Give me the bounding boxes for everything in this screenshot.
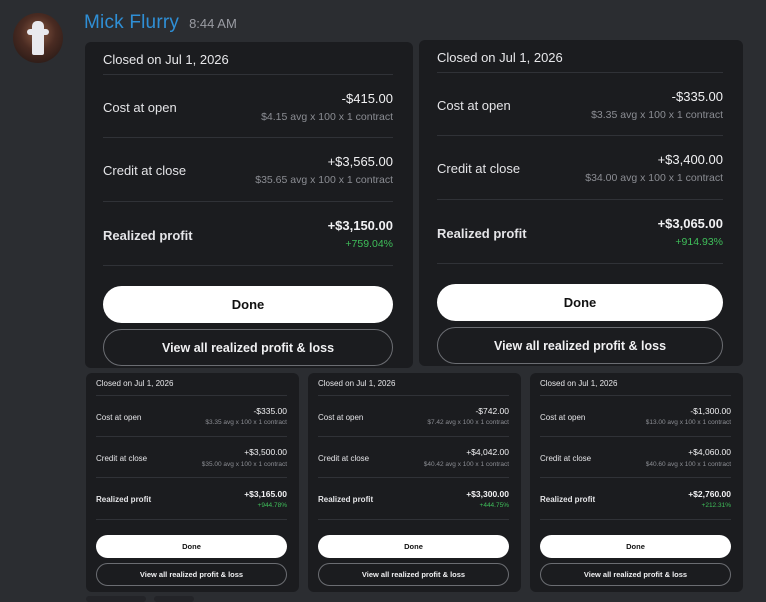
closed-date: Closed on Jul 1, 2026 bbox=[437, 50, 563, 65]
divider bbox=[96, 519, 287, 520]
profit-label: Realized profit bbox=[318, 495, 374, 504]
divider bbox=[103, 137, 393, 138]
cost-detail: $7.42 avg x 100 x 1 contract bbox=[427, 419, 509, 426]
credit-label: Credit at close bbox=[96, 454, 148, 463]
avatar-figure bbox=[32, 21, 44, 55]
pnl-card-1: Closed on Jul 1, 2026 Cost at open -$415… bbox=[85, 42, 413, 368]
divider bbox=[540, 477, 731, 478]
credit-detail: $34.00 avg x 100 x 1 contract bbox=[585, 172, 723, 184]
credit-label: Credit at close bbox=[103, 163, 187, 178]
profit-amount: +$3,165.00 bbox=[244, 489, 287, 499]
cost-label: Cost at open bbox=[540, 413, 586, 422]
credit-detail: $35.65 avg x 100 x 1 contract bbox=[255, 174, 393, 186]
credit-amount: +$4,042.00 bbox=[466, 447, 509, 457]
profit-amount: +$3,065.00 bbox=[657, 216, 723, 231]
closed-date: Closed on Jul 1, 2026 bbox=[103, 52, 229, 67]
divider bbox=[540, 395, 731, 396]
closed-date: Closed on Jul 1, 2026 bbox=[96, 379, 174, 388]
cost-amount: -$1,300.00 bbox=[690, 406, 731, 416]
divider bbox=[103, 265, 393, 266]
view-all-pnl-button[interactable]: View all realized profit & loss bbox=[437, 327, 723, 364]
credit-label: Credit at close bbox=[318, 454, 370, 463]
view-all-pnl-button[interactable]: View all realized profit & loss bbox=[540, 563, 731, 586]
divider bbox=[96, 436, 287, 437]
divider bbox=[437, 199, 723, 200]
avatar[interactable] bbox=[13, 13, 63, 63]
cost-detail: $3.35 avg x 100 x 1 contract bbox=[205, 419, 287, 426]
done-button[interactable]: Done bbox=[437, 284, 723, 321]
credit-amount: +$3,565.00 bbox=[327, 154, 393, 169]
divider bbox=[103, 74, 393, 75]
divider bbox=[437, 135, 723, 136]
divider bbox=[318, 519, 509, 520]
cost-label: Cost at open bbox=[437, 98, 511, 113]
view-all-pnl-button[interactable]: View all realized profit & loss bbox=[96, 563, 287, 586]
pnl-card-2: Closed on Jul 1, 2026 Cost at open -$335… bbox=[419, 40, 743, 366]
divider bbox=[318, 436, 509, 437]
divider bbox=[437, 72, 723, 73]
cost-amount: -$415.00 bbox=[341, 91, 393, 106]
divider bbox=[318, 395, 509, 396]
divider bbox=[103, 201, 393, 202]
credit-amount: +$3,500.00 bbox=[244, 447, 287, 457]
credit-amount: +$3,400.00 bbox=[657, 152, 723, 167]
profit-label: Realized profit bbox=[96, 495, 152, 504]
pnl-card-3: Closed on Jul 1, 2026 Cost at open -$335… bbox=[86, 373, 299, 592]
credit-detail: $40.42 avg x 100 x 1 contract bbox=[423, 461, 509, 468]
timestamp: 8:44 AM bbox=[189, 16, 237, 31]
divider bbox=[96, 395, 287, 396]
credit-detail: $35.00 avg x 100 x 1 contract bbox=[201, 461, 287, 468]
divider bbox=[318, 477, 509, 478]
cost-label: Cost at open bbox=[103, 100, 177, 115]
cost-detail: $4.15 avg x 100 x 1 contract bbox=[261, 111, 393, 123]
cost-amount: -$335.00 bbox=[671, 89, 723, 104]
view-all-pnl-button[interactable]: View all realized profit & loss bbox=[318, 563, 509, 586]
closed-date: Closed on Jul 1, 2026 bbox=[318, 379, 396, 388]
reaction-bar bbox=[86, 596, 146, 602]
cost-label: Cost at open bbox=[318, 413, 364, 422]
profit-percent: +914.93% bbox=[675, 236, 723, 248]
credit-amount: +$4,060.00 bbox=[688, 447, 731, 457]
closed-date: Closed on Jul 1, 2026 bbox=[540, 379, 618, 388]
profit-amount: +$2,760.00 bbox=[688, 489, 731, 499]
profit-percent: +759.04% bbox=[345, 238, 393, 250]
pnl-card-4: Closed on Jul 1, 2026 Cost at open -$742… bbox=[308, 373, 521, 592]
credit-label: Credit at close bbox=[540, 454, 592, 463]
done-button[interactable]: Done bbox=[318, 535, 509, 558]
credit-label: Credit at close bbox=[437, 161, 521, 176]
cost-label: Cost at open bbox=[96, 413, 142, 422]
avatar-figure-arms bbox=[27, 29, 49, 35]
profit-label: Realized profit bbox=[540, 495, 596, 504]
divider bbox=[540, 519, 731, 520]
divider bbox=[96, 477, 287, 478]
profit-label: Realized profit bbox=[437, 226, 527, 241]
view-all-pnl-button[interactable]: View all realized profit & loss bbox=[103, 329, 393, 366]
credit-detail: $40.60 avg x 100 x 1 contract bbox=[645, 461, 731, 468]
divider bbox=[437, 263, 723, 264]
message-header: Mick Flurry 8:44 AM bbox=[84, 12, 237, 34]
reaction-bar bbox=[154, 596, 194, 602]
divider bbox=[540, 436, 731, 437]
profit-percent: +212.31% bbox=[701, 502, 731, 509]
cost-detail: $3.35 avg x 100 x 1 contract bbox=[591, 109, 723, 121]
username[interactable]: Mick Flurry bbox=[84, 12, 180, 33]
profit-amount: +$3,300.00 bbox=[466, 489, 509, 499]
done-button[interactable]: Done bbox=[103, 286, 393, 323]
profit-amount: +$3,150.00 bbox=[327, 218, 393, 233]
pnl-card-5: Closed on Jul 1, 2026 Cost at open -$1,3… bbox=[530, 373, 743, 592]
cost-amount: -$335.00 bbox=[253, 406, 287, 416]
profit-percent: +944.78% bbox=[257, 502, 287, 509]
done-button[interactable]: Done bbox=[96, 535, 287, 558]
cost-detail: $13.00 avg x 100 x 1 contract bbox=[645, 419, 731, 426]
profit-percent: +444.75% bbox=[479, 502, 509, 509]
done-button[interactable]: Done bbox=[540, 535, 731, 558]
profit-label: Realized profit bbox=[103, 228, 193, 243]
cost-amount: -$742.00 bbox=[475, 406, 509, 416]
